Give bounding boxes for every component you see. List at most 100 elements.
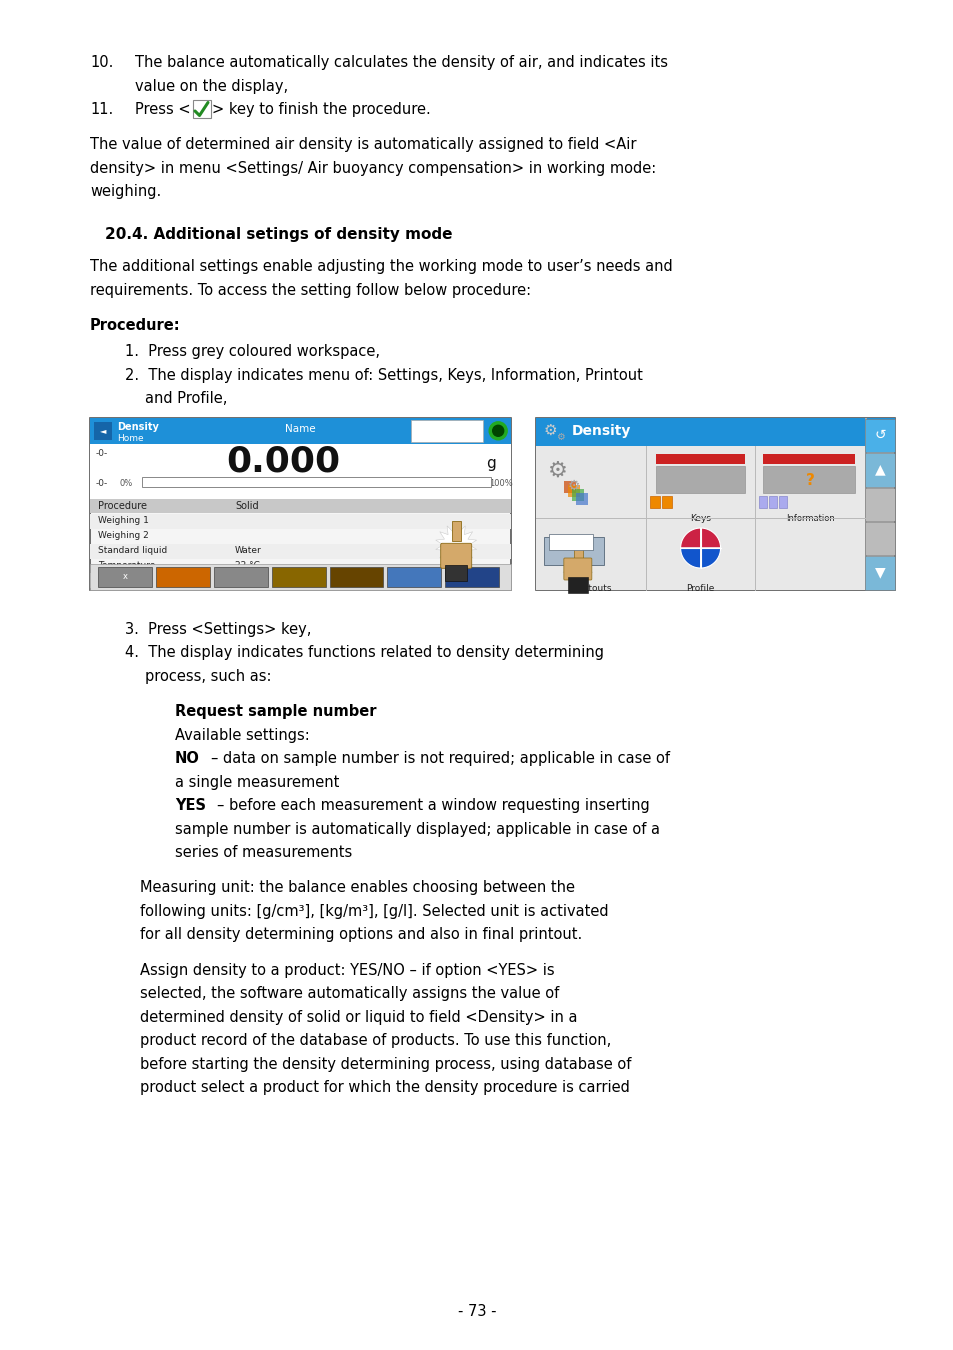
Bar <box>445 564 467 580</box>
Text: Name: Name <box>285 424 315 433</box>
Text: and Profile,: and Profile, <box>145 392 227 406</box>
Text: – before each measurement a window requesting inserting: – before each measurement a window reque… <box>216 798 649 813</box>
Bar <box>411 420 482 441</box>
Text: ▲: ▲ <box>874 463 884 477</box>
Text: Measuring unit: the balance enables choosing between the: Measuring unit: the balance enables choo… <box>140 880 575 895</box>
Polygon shape <box>700 548 720 568</box>
Text: ⚙: ⚙ <box>548 460 568 481</box>
Bar <box>94 421 112 440</box>
Text: ⚙: ⚙ <box>556 432 564 441</box>
Bar <box>90 417 511 444</box>
Bar <box>574 541 582 559</box>
Text: 20.4. Additional setings of density mode: 20.4. Additional setings of density mode <box>105 227 452 242</box>
Bar <box>864 522 894 555</box>
Text: Information: Information <box>785 514 834 522</box>
Bar <box>768 495 777 508</box>
Bar <box>90 498 511 513</box>
Text: sample number is automatically displayed; applicable in case of a: sample number is automatically displayed… <box>174 822 659 837</box>
Text: 10.: 10. <box>90 55 113 70</box>
Bar <box>661 495 671 508</box>
Text: Standard liquid: Standard liquid <box>98 545 167 555</box>
Bar <box>567 576 587 593</box>
Polygon shape <box>679 528 700 548</box>
Text: - 73 -: - 73 - <box>457 1304 496 1319</box>
Text: 1.  Press grey coloured workspace,: 1. Press grey coloured workspace, <box>125 344 379 359</box>
Text: ▼: ▼ <box>874 566 884 579</box>
Text: a single measurement: a single measurement <box>174 775 339 790</box>
FancyBboxPatch shape <box>563 558 591 580</box>
Text: requirements. To access the setting follow below procedure:: requirements. To access the setting foll… <box>90 284 531 298</box>
Text: Solid: Solid <box>234 501 258 510</box>
Text: Water: Water <box>234 545 261 555</box>
Bar <box>864 418 894 452</box>
Bar <box>543 537 604 564</box>
FancyBboxPatch shape <box>440 543 471 568</box>
Bar <box>452 521 460 541</box>
Bar <box>568 485 579 497</box>
Polygon shape <box>679 548 700 568</box>
Text: process, such as:: process, such as: <box>145 668 272 684</box>
Text: 11.: 11. <box>90 103 113 117</box>
Text: density> in menu <Settings/ Air buoyancy compensation> in working mode:: density> in menu <Settings/ Air buoyancy… <box>90 161 656 176</box>
Bar <box>90 514 511 529</box>
Text: – data on sample number is not required; applicable in case of: – data on sample number is not required;… <box>211 751 669 765</box>
Bar <box>864 417 866 590</box>
Bar <box>90 574 511 589</box>
Bar <box>536 417 894 590</box>
Bar <box>193 100 211 117</box>
Text: for all density determining options and also in final printout.: for all density determining options and … <box>140 927 581 942</box>
Text: YES: YES <box>174 798 206 813</box>
Text: Weighing 1: Weighing 1 <box>98 516 149 525</box>
Text: ?: ? <box>805 472 814 487</box>
Text: -0-: -0- <box>96 448 108 458</box>
Text: 4.  The display indicates functions related to density determining: 4. The display indicates functions relat… <box>125 645 603 660</box>
Text: Temperature: Temperature <box>98 560 155 570</box>
Text: determined density of solid or liquid to field <Density> in a: determined density of solid or liquid to… <box>140 1010 577 1025</box>
Text: 2.  The display indicates menu of: Settings, Keys, Information, Printout: 2. The display indicates menu of: Settin… <box>125 367 642 382</box>
Text: 100%: 100% <box>489 479 513 487</box>
Text: Assign density to a product: YES/NO – if option <YES> is: Assign density to a product: YES/NO – if… <box>140 963 554 977</box>
Bar <box>272 567 325 587</box>
Circle shape <box>489 421 507 440</box>
Text: 09:10:00: 09:10:00 <box>414 432 448 441</box>
Bar <box>90 417 511 590</box>
Text: The additional settings enable adjusting the working mode to user’s needs and: The additional settings enable adjusting… <box>90 259 672 274</box>
Bar <box>572 489 583 501</box>
Text: Available settings:: Available settings: <box>174 728 310 743</box>
Text: ↺: ↺ <box>873 428 885 441</box>
Bar <box>536 446 864 590</box>
Bar <box>655 454 744 464</box>
Bar <box>762 454 854 464</box>
Bar <box>213 567 268 587</box>
Bar <box>90 444 511 498</box>
Text: Keys: Keys <box>689 514 710 522</box>
Text: Density: Density <box>572 424 631 437</box>
Text: 22 °C: 22 °C <box>234 560 259 570</box>
Text: > key to finish the procedure.: > key to finish the procedure. <box>213 103 431 117</box>
Bar <box>445 567 498 587</box>
Text: before starting the density determining process, using database of: before starting the density determining … <box>140 1057 631 1072</box>
Polygon shape <box>436 524 476 566</box>
Text: Printouts: Printouts <box>570 583 611 593</box>
Bar <box>779 495 786 508</box>
Text: 0.000: 0.000 <box>227 444 340 479</box>
Text: -0-: -0- <box>96 479 108 487</box>
Text: ⚙: ⚙ <box>567 478 579 493</box>
Bar <box>142 477 491 487</box>
Text: 0%: 0% <box>120 479 133 487</box>
Bar <box>759 495 766 508</box>
Bar <box>387 567 441 587</box>
Bar <box>762 466 854 493</box>
Text: Density: Density <box>117 421 159 432</box>
Bar <box>563 481 576 493</box>
Text: 3.  Press <Settings> key,: 3. Press <Settings> key, <box>125 622 311 637</box>
Bar <box>649 495 659 508</box>
Text: product select a product for which the density procedure is carried: product select a product for which the d… <box>140 1080 629 1095</box>
Circle shape <box>492 425 503 436</box>
Text: Weighing 2: Weighing 2 <box>98 531 149 540</box>
Bar <box>549 535 593 551</box>
Bar <box>90 564 511 590</box>
Bar <box>864 454 894 486</box>
Text: weighing.: weighing. <box>90 184 161 200</box>
Text: Procedure:: Procedure: <box>90 319 180 333</box>
